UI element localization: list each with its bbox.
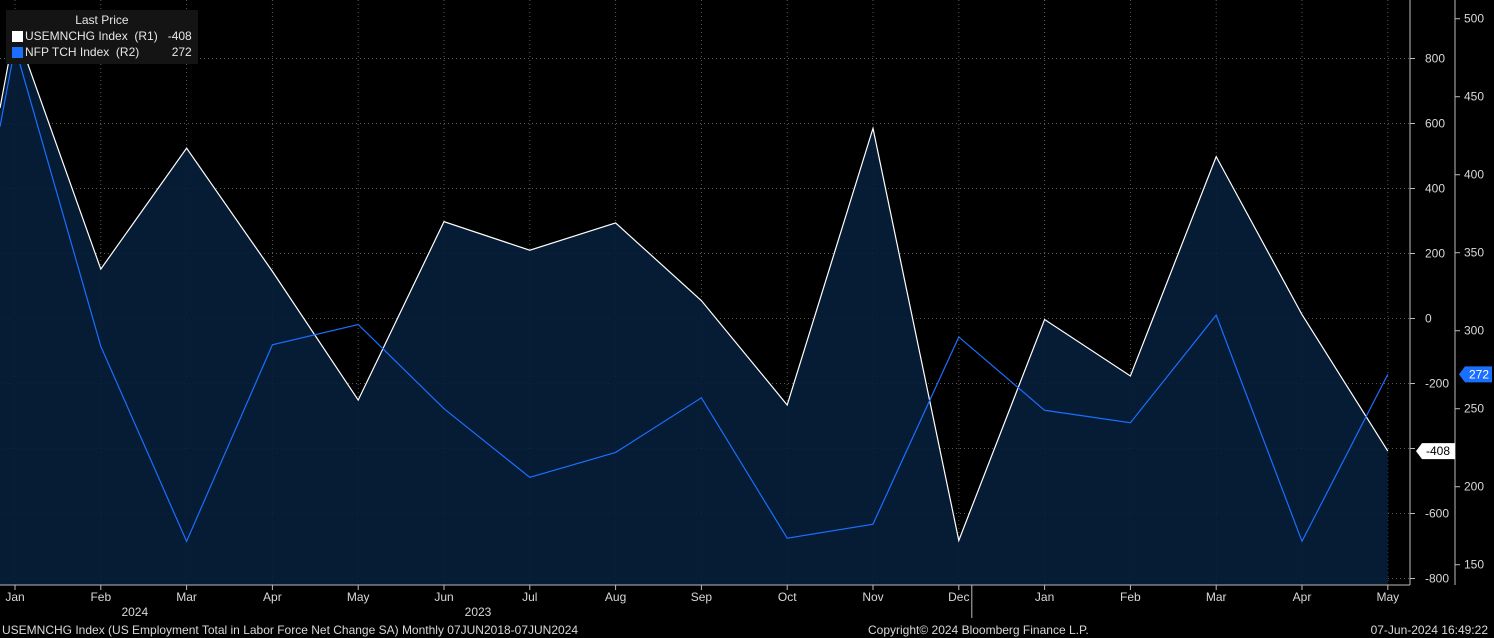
r2-last-value-label: 272: [1469, 367, 1489, 381]
r2-tick-label: 400: [1464, 168, 1484, 182]
x-tick-label: Aug: [605, 590, 626, 604]
legend-swatch-blue: [12, 46, 23, 58]
x-tick-label: Oct: [778, 590, 797, 604]
x-tick-label: May: [347, 590, 370, 604]
r1-tick-label: -800: [1425, 572, 1449, 586]
r2-tick-label: 500: [1464, 12, 1484, 26]
legend-value: -408: [167, 29, 192, 43]
legend: Last Price USEMNCHG Index (R1) -408 NFP …: [6, 10, 198, 64]
x-tick-label: Nov: [862, 590, 883, 604]
line-usemnchg: [0, 25, 1389, 543]
legend-value: 272: [171, 45, 192, 59]
r2-tick-label: 450: [1464, 90, 1484, 104]
line-nfp: [0, 46, 1389, 543]
legend-item-nfp: NFP TCH Index (R2) 272: [12, 44, 192, 60]
x-tick-label: Apr: [1293, 590, 1312, 604]
footer-copyright: Copyright© 2024 Bloomberg Finance L.P.: [868, 623, 1089, 637]
x-tick-label: Feb: [1120, 590, 1141, 604]
r1-tick-label: 400: [1425, 182, 1445, 196]
legend-swatch-white: [12, 30, 23, 42]
year-label: 2023: [465, 605, 492, 619]
r1-tick-label: 200: [1425, 247, 1445, 261]
x-tick-label: Sep: [691, 590, 713, 604]
year-label: 2024: [121, 605, 148, 619]
r2-tick-label: 300: [1464, 324, 1484, 338]
r1-tick-label: 600: [1425, 117, 1445, 131]
r1-tick-label: -600: [1425, 507, 1449, 521]
x-tick-label: Mar: [176, 590, 197, 604]
x-tick-label: Apr: [263, 590, 282, 604]
footer-description: USEMNCHG Index (US Employment Total in L…: [2, 623, 579, 637]
legend-label: USEMNCHG Index (R1): [25, 29, 158, 43]
area-fill: [0, 27, 1388, 585]
r2-tick-label: 350: [1464, 246, 1484, 260]
x-tick-label: Feb: [90, 590, 111, 604]
x-tick-label: Mar: [1206, 590, 1227, 604]
x-tick-label: Jan: [1035, 590, 1054, 604]
footer: USEMNCHG Index (US Employment Total in L…: [0, 620, 1494, 638]
axes: Jan Feb Mar Apr May Jun Jul Aug Sep Oct Nov Dec Jan F…: [0, 0, 1492, 619]
r1-last-value-label: -408: [1426, 444, 1450, 458]
x-tick-label: May: [1376, 590, 1399, 604]
footer-timestamp: 07-Jun-2024 16:49:22: [1370, 623, 1488, 637]
x-tick-label: Jun: [434, 590, 453, 604]
x-tick-label: Jan: [5, 590, 24, 604]
series-lines: [0, 25, 1389, 543]
r2-tick-label: 250: [1464, 402, 1484, 416]
r1-tick-label: -200: [1425, 377, 1449, 391]
legend-item-usemnchg: USEMNCHG Index (R1) -408: [12, 28, 192, 44]
r2-tick-label: 150: [1464, 558, 1484, 572]
area-usemnchg: [0, 27, 1388, 585]
r1-last-value-tag: [1416, 443, 1455, 460]
chart: Jan Feb Mar Apr May Jun Jul Aug Sep Oct Nov Dec Jan F…: [0, 0, 1492, 619]
r2-tick-label: 200: [1464, 480, 1484, 494]
x-tick-label: Jul: [522, 590, 537, 604]
legend-label: NFP TCH Index (R2): [25, 45, 140, 59]
x-tick-label: Dec: [948, 590, 969, 604]
r1-tick-label: 800: [1425, 52, 1445, 66]
legend-header: Last Price: [75, 13, 129, 27]
r2-last-value-tag: [1459, 366, 1492, 383]
r1-tick-label: 0: [1425, 312, 1432, 326]
